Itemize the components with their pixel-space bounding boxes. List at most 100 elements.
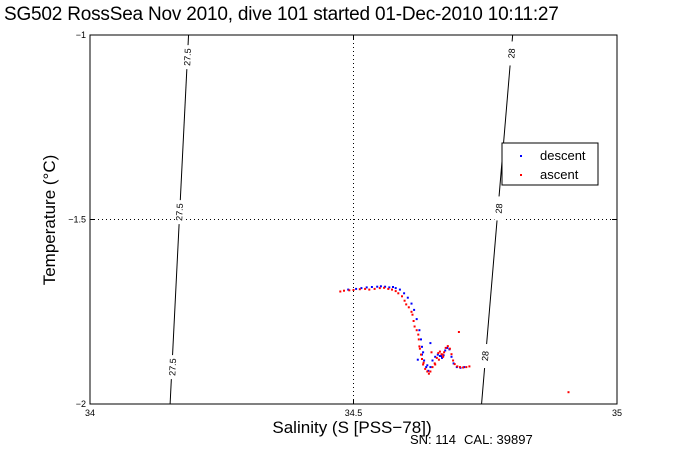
data-point-ascent: [378, 287, 381, 290]
data-point-ascent: [456, 365, 459, 368]
data-point-descent: [384, 285, 387, 288]
legend-label-ascent: ascent: [540, 167, 579, 182]
data-point-ascent: [418, 347, 421, 350]
data-point-descent: [403, 292, 406, 295]
data-point-ascent: [441, 353, 444, 356]
data-point-ascent: [391, 288, 393, 291]
data-point-ascent: [343, 289, 345, 292]
data-point-ascent: [417, 338, 420, 341]
data-point-ascent: [420, 353, 422, 356]
data-point-descent: [370, 286, 373, 288]
data-point-ascent: [426, 370, 429, 373]
data-point-descent: [394, 287, 397, 290]
data-point-ascent: [358, 288, 361, 291]
data-point-ascent: [368, 288, 371, 291]
data-point-ascent: [415, 329, 418, 332]
data-point-ascent: [430, 351, 433, 354]
data-point-ascent: [364, 287, 367, 290]
data-point-ascent: [442, 355, 445, 358]
data-point-ascent: [339, 290, 342, 293]
data-point-ascent: [411, 313, 414, 316]
data-point-ascent: [407, 306, 410, 309]
data-point-ascent: [348, 289, 351, 292]
data-point-descent: [422, 351, 425, 354]
data-point-descent: [420, 338, 422, 341]
contour-label-mask: [182, 45, 192, 70]
data-point-descent: [429, 342, 432, 345]
contour-label-mask: [168, 355, 178, 380]
axis-ticks: 34 34.5 35 −2 −1.5 −1: [68, 30, 622, 418]
data-point-ascent: [465, 366, 468, 369]
data-point-descent: [416, 358, 419, 361]
contour-label: 27.5: [167, 358, 178, 376]
contour-label: 27.5: [174, 203, 185, 221]
x-tick-label: 34.5: [345, 408, 363, 418]
data-point-descent: [392, 286, 394, 288]
contour-label: 28: [494, 203, 505, 214]
data-point-ascent: [435, 356, 438, 359]
x-tick-label: 35: [612, 408, 622, 418]
data-point-ascent: [459, 366, 461, 369]
data-point-ascent: [412, 320, 415, 322]
data-point-descent: [410, 302, 413, 305]
data-point-descent: [426, 364, 429, 367]
legend-label-descent: descent: [540, 148, 586, 163]
x-tick-label: 34: [85, 408, 95, 418]
data-point-descent: [418, 329, 421, 332]
contour-label-mask: [480, 344, 490, 369]
data-point-descent: [413, 308, 416, 311]
legend-marker-ascent: [520, 174, 522, 176]
data-point-ascent: [403, 299, 406, 302]
data-point-ascent: [422, 363, 425, 366]
data-point-ascent: [418, 345, 421, 348]
data-point-descent: [434, 355, 437, 358]
data-point-ascent: [401, 295, 403, 298]
data-point-descent: [423, 359, 426, 362]
data-point-descent: [388, 286, 391, 289]
data-point-ascent: [410, 310, 413, 313]
data-point-ascent: [434, 363, 437, 366]
data-point-ascent: [443, 351, 446, 354]
data-point-descent: [406, 296, 409, 299]
contour-label-mask: [494, 196, 504, 221]
legend-box: [501, 142, 599, 186]
data-point-descent: [376, 285, 379, 288]
data-point-ascent: [429, 370, 432, 373]
data-point-ascent: [440, 353, 443, 356]
data-point-descent: [444, 349, 447, 352]
data-point-descent: [441, 356, 443, 359]
data-point-descent: [398, 288, 401, 291]
legend: descent ascent: [501, 142, 599, 186]
data-point-descent: [355, 287, 358, 290]
data-point-ascent: [433, 362, 436, 365]
data-point-ascent: [437, 358, 440, 361]
data-point-ascent: [421, 358, 423, 360]
data-point-descent: [446, 346, 449, 349]
data-point-ascent: [450, 353, 453, 356]
contour-label: 28: [480, 351, 491, 362]
instrument-caption: SN: 114 CAL: 39897: [410, 432, 533, 447]
y-tick-label: −1.5: [68, 215, 86, 225]
data-point-descent: [379, 285, 382, 288]
serial-number: SN: 114: [410, 432, 457, 447]
density-contours: 27.5 27.5 27.5 28 28 28: [167, 34, 517, 405]
data-point-descent: [347, 288, 350, 291]
data-point-ascent: [452, 359, 455, 362]
data-point-descent: [436, 353, 439, 356]
data-point-ascent: [422, 361, 425, 364]
data-point-ascent: [446, 345, 449, 348]
data-point-ascent: [457, 331, 460, 333]
data-point-ascent: [453, 363, 456, 366]
y-tick-label: −1: [76, 30, 86, 40]
contour-label: 27.5: [182, 48, 193, 66]
data-point-descent: [452, 362, 455, 365]
data-point-descent: [440, 355, 442, 357]
data-point-descent: [421, 345, 423, 348]
y-tick-label: −2: [76, 399, 86, 409]
grid-lines: [90, 35, 617, 404]
data-point-ascent: [448, 347, 451, 350]
chart-title: SG502 RossSea Nov 2010, dive 101 started…: [4, 4, 559, 25]
data-point-ascent: [387, 287, 390, 290]
contour-label-mask: [175, 200, 185, 225]
data-point-ascent: [394, 290, 397, 293]
